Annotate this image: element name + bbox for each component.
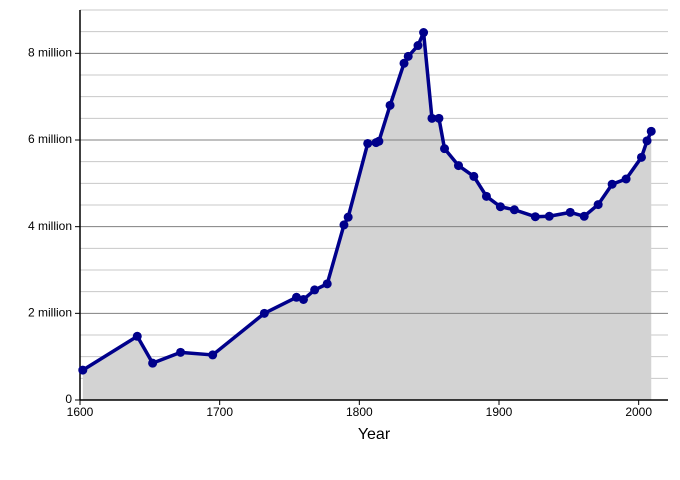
point xyxy=(434,113,444,123)
point xyxy=(385,100,395,110)
y-tick-label: 0 xyxy=(65,392,72,406)
point xyxy=(636,152,646,162)
x-tick-label: 1900 xyxy=(486,405,513,419)
point xyxy=(495,202,505,212)
y-tick-label: 8 million xyxy=(28,46,72,60)
y-tick-label: 6 million xyxy=(28,132,72,146)
y-tick-label: 4 million xyxy=(28,219,72,233)
point xyxy=(544,211,554,221)
point xyxy=(642,136,652,146)
point xyxy=(399,58,409,68)
y-tick-label: 2 million xyxy=(28,306,72,320)
point xyxy=(259,308,269,318)
x-tick-label: 1700 xyxy=(206,405,233,419)
point xyxy=(208,350,218,360)
point xyxy=(427,113,437,123)
point xyxy=(343,212,353,222)
point xyxy=(176,347,186,357)
point xyxy=(291,292,301,302)
point xyxy=(413,41,423,51)
point xyxy=(469,171,479,181)
point xyxy=(363,138,373,148)
point xyxy=(453,161,463,171)
point xyxy=(374,136,384,146)
point xyxy=(530,212,540,222)
point xyxy=(148,358,158,368)
point xyxy=(322,279,332,289)
x-axis-label: Year xyxy=(358,426,391,443)
point xyxy=(565,207,575,217)
point xyxy=(339,220,349,230)
point xyxy=(646,126,656,136)
point xyxy=(593,200,603,210)
point xyxy=(509,205,519,215)
point xyxy=(310,285,320,295)
point xyxy=(298,294,308,304)
point xyxy=(481,191,491,201)
point xyxy=(132,331,142,341)
point xyxy=(440,144,450,154)
point xyxy=(78,365,88,375)
point xyxy=(579,211,589,221)
x-tick-label: 2000 xyxy=(625,405,652,419)
x-tick-label: 1600 xyxy=(67,405,94,419)
point xyxy=(403,51,413,61)
point xyxy=(419,28,429,38)
point xyxy=(607,179,617,189)
x-tick-label: 1800 xyxy=(346,405,373,419)
area xyxy=(82,32,652,401)
point xyxy=(621,174,631,184)
